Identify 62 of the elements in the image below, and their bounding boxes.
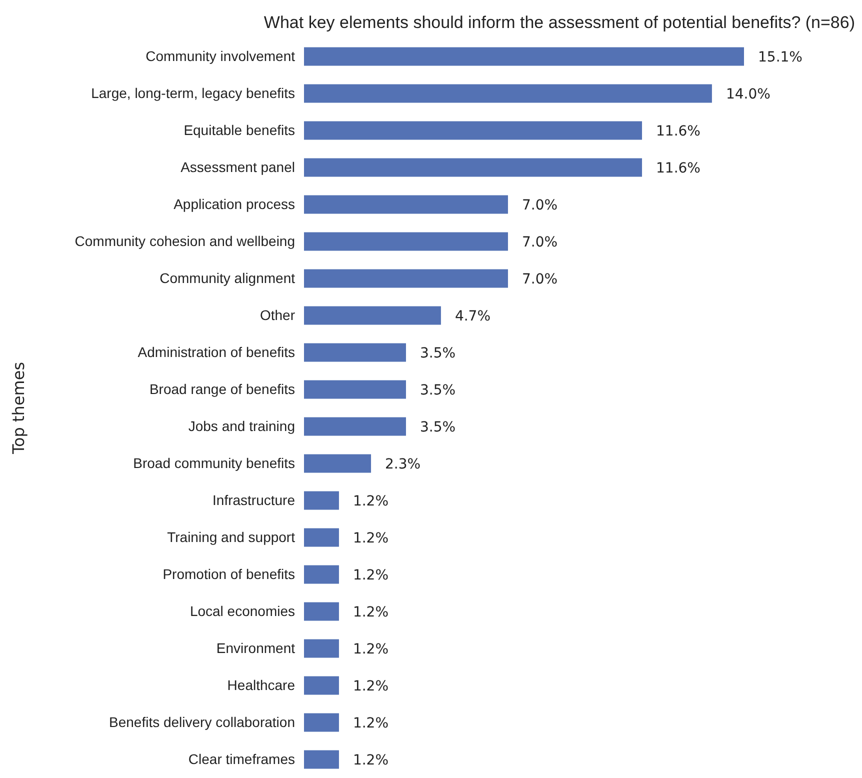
bar [304,269,508,288]
y-tick-label: Training and support [167,528,296,545]
data-label: 7.0% [522,197,558,214]
y-tick-label: Benefits delivery collaboration [109,714,295,730]
data-label: 1.2% [352,530,389,546]
bar [304,417,406,436]
y-tick-label: Community involvement [146,48,296,64]
data-label: 4.7% [454,308,491,324]
data-label: 3.5% [420,419,456,436]
bar [304,84,712,103]
y-tick-label: Promotion of benefits [162,566,295,582]
y-tick-label: Community alignment [160,270,296,286]
y-tick-label: Environment [216,640,296,656]
data-label: 3.5% [420,345,456,362]
data-label: 1.2% [352,641,389,658]
bar [304,232,508,251]
data-label: 1.2% [352,604,389,620]
y-tick-label: Healthcare [227,676,296,693]
bar [304,676,339,695]
y-tick-label: Community cohesion and wellbeing [74,232,295,249]
data-label: 7.0% [522,271,558,288]
data-label: 1.2% [352,493,389,510]
y-tick-label: Large, long-term, legacy benefits [91,84,295,101]
y-tick-label: Local economies [190,602,295,619]
bar [304,713,339,732]
y-axis-title: Top themes [9,362,28,456]
bar [304,639,339,658]
bar [304,343,406,362]
data-label: 1.2% [352,752,389,768]
y-tick-label: Jobs and training [188,418,295,434]
y-tick-label: Clear timeframes [188,750,295,767]
y-tick-label: Equitable benefits [184,122,295,138]
bar [304,306,441,325]
y-tick-label: Broad range of benefits [149,380,295,397]
y-tick-label: Assessment panel [180,158,295,175]
bar [304,602,339,621]
bar [304,750,339,769]
y-tick-label: Infrastructure [212,492,296,508]
bar [304,195,508,214]
data-label: 3.5% [420,382,456,398]
data-label: 1.2% [352,715,389,732]
data-label: 1.2% [352,567,389,584]
data-label: 2.3% [385,456,421,472]
bar [304,158,642,177]
data-label: 14.0% [726,86,770,102]
chart-title: What key elements should inform the assessment of potential benefits? (n=86) [264,13,855,32]
bar [304,491,339,510]
data-label: 15.1% [758,49,802,66]
data-label: 1.2% [352,678,389,694]
y-tick-label: Application process [174,196,295,212]
bar [304,528,339,547]
y-tick-label: Other [260,306,296,323]
data-label: 11.6% [656,160,700,176]
bar [304,121,642,140]
bar [304,380,406,399]
data-label: 11.6% [656,123,700,140]
y-tick-label: Administration of benefits [138,344,295,360]
bar [304,47,744,66]
bar [304,454,372,473]
data-label: 7.0% [522,234,558,250]
bar [304,565,339,584]
y-tick-label: Broad community benefits [133,454,295,471]
